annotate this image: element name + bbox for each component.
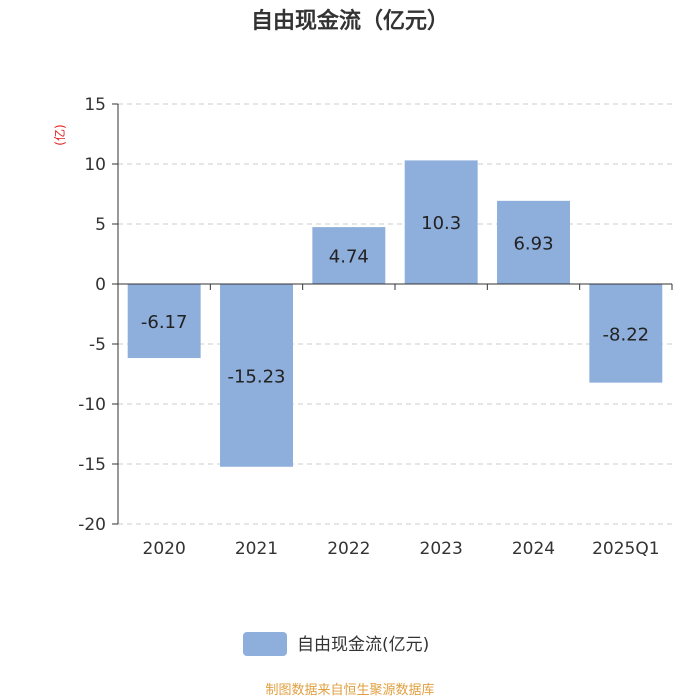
- bar-2025Q1[interactable]: [589, 284, 663, 383]
- x-tick-label-2023: 2023: [420, 539, 463, 559]
- data-label-2024: 6.93: [513, 233, 553, 254]
- legend-swatch: [243, 632, 287, 656]
- y-tick-label: -5: [89, 335, 106, 355]
- bar-2023[interactable]: [404, 160, 478, 284]
- x-tick-label-2025Q1: 2025Q1: [592, 539, 659, 559]
- axes: [117, 104, 673, 524]
- data-label-2022: 4.74: [329, 247, 369, 268]
- bar-2020[interactable]: [127, 284, 201, 359]
- y-tick-label: -15: [78, 455, 106, 475]
- legend[interactable]: 自由现金流(亿元): [243, 632, 429, 656]
- bar-2022[interactable]: [312, 227, 386, 284]
- gridlines: [118, 103, 672, 525]
- y-tick-label: 0: [95, 275, 106, 295]
- data-labels: -6.17 -15.23 4.74 10.3 6.93 -8.22: [141, 213, 649, 387]
- x-tick-label-2021: 2021: [235, 539, 278, 559]
- x-tick-label-2020: 2020: [143, 539, 186, 559]
- x-tick-label-2024: 2024: [512, 539, 555, 559]
- y-tick-label: 10: [84, 155, 106, 175]
- bar-2021[interactable]: [220, 284, 293, 467]
- y-tick-label: 5: [95, 215, 106, 235]
- y-axis-unit-label: (亿): [52, 124, 67, 145]
- x-tick-label-2022: 2022: [327, 539, 370, 559]
- y-tick-label: -10: [78, 395, 106, 415]
- data-label-2025Q1: -8.22: [603, 324, 650, 345]
- x-axis-ticks: 2020 2021 2022 2023 2024 2025Q1: [143, 539, 660, 559]
- data-label-2020: -6.17: [141, 312, 188, 333]
- data-label-2023: 10.3: [421, 213, 461, 234]
- y-tick-label: -20: [78, 515, 106, 535]
- y-tick-label: 15: [84, 95, 106, 115]
- legend-label: 自由现金流(亿元): [297, 635, 429, 655]
- chart-title: 自由现金流（亿元）: [251, 8, 449, 34]
- bars: [127, 160, 663, 467]
- source-note: 制图数据来自恒生聚源数据库: [265, 682, 434, 698]
- bar-2024[interactable]: [497, 200, 570, 284]
- y-axis-ticks: 15 10 5 0 -5 -10 -15 -20: [78, 95, 118, 535]
- data-label-2021: -15.23: [227, 366, 285, 387]
